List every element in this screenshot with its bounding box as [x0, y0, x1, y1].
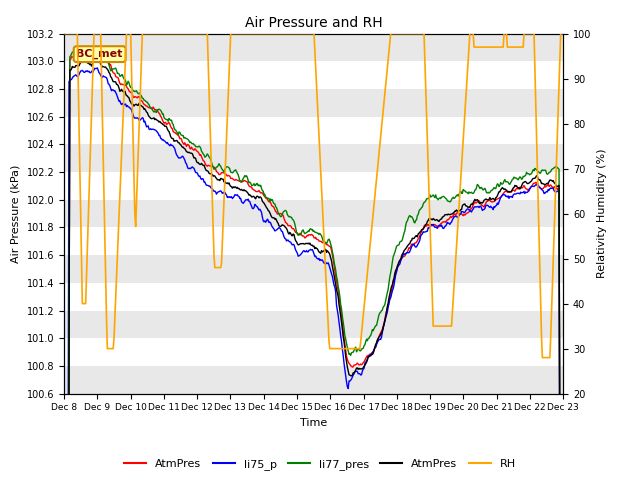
Text: BC_met: BC_met — [77, 49, 123, 59]
Bar — [64, 34, 563, 61]
Bar — [64, 144, 563, 172]
Legend: AtmPres, li75_p, li77_pres, AtmPres, RH: AtmPres, li75_p, li77_pres, AtmPres, RH — [120, 455, 520, 474]
Bar — [64, 89, 563, 117]
Bar — [64, 200, 563, 228]
Y-axis label: Relativity Humidity (%): Relativity Humidity (%) — [597, 149, 607, 278]
Title: Air Pressure and RH: Air Pressure and RH — [244, 16, 383, 30]
Bar — [64, 311, 563, 338]
Bar — [64, 255, 563, 283]
Bar — [64, 366, 563, 394]
Y-axis label: Air Pressure (kPa): Air Pressure (kPa) — [11, 165, 21, 263]
X-axis label: Time: Time — [300, 418, 327, 428]
